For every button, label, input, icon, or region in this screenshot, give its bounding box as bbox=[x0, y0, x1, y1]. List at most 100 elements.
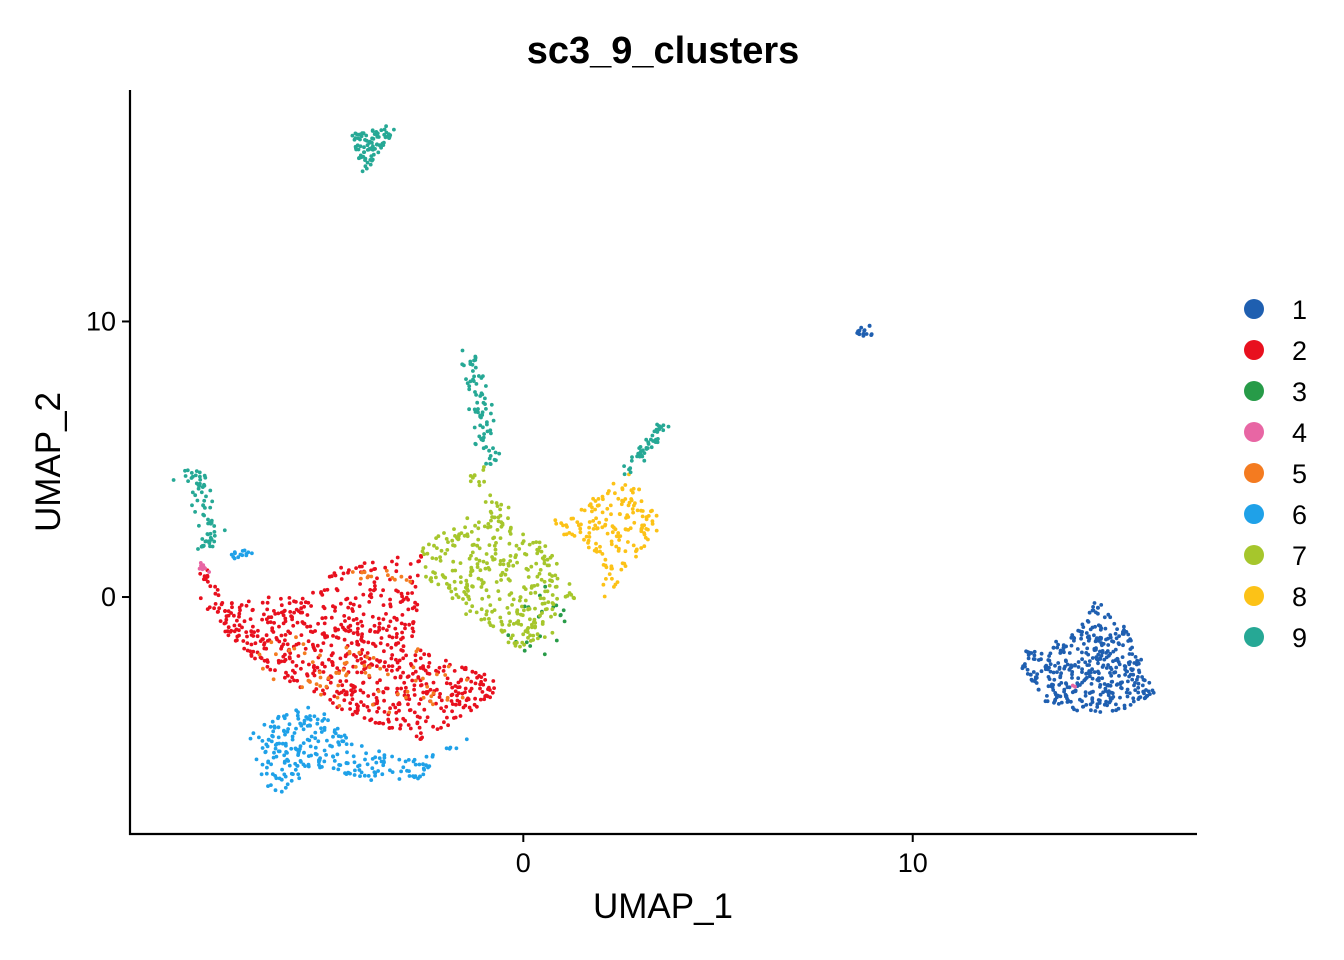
data-point bbox=[345, 750, 349, 755]
data-point bbox=[323, 615, 328, 620]
data-point bbox=[600, 525, 605, 530]
data-point bbox=[515, 611, 520, 616]
data-point bbox=[1086, 652, 1091, 657]
data-point bbox=[446, 664, 451, 669]
data-point bbox=[315, 665, 320, 670]
data-point bbox=[639, 527, 644, 531]
data-point bbox=[1081, 625, 1086, 629]
data-point bbox=[869, 332, 874, 337]
data-point bbox=[421, 690, 426, 695]
data-point bbox=[203, 475, 208, 480]
data-point bbox=[572, 534, 577, 538]
data-point bbox=[435, 546, 439, 550]
data-point bbox=[411, 620, 415, 624]
data-point bbox=[394, 635, 399, 639]
data-point bbox=[318, 684, 323, 688]
data-point bbox=[286, 629, 291, 634]
x-axis-title: UMAP_1 bbox=[593, 887, 733, 926]
data-point bbox=[322, 691, 327, 696]
data-point bbox=[361, 680, 366, 685]
data-point bbox=[365, 651, 370, 655]
data-point bbox=[629, 488, 634, 493]
data-point bbox=[524, 552, 529, 557]
data-point bbox=[461, 705, 466, 710]
data-point bbox=[1059, 681, 1064, 685]
data-point bbox=[265, 639, 270, 643]
data-point bbox=[207, 605, 212, 610]
data-point bbox=[229, 601, 234, 606]
data-point bbox=[465, 516, 470, 521]
data-point bbox=[424, 574, 428, 579]
data-point bbox=[362, 716, 367, 720]
data-point bbox=[1133, 688, 1138, 692]
data-point bbox=[213, 602, 218, 606]
data-point bbox=[431, 724, 435, 729]
data-point bbox=[329, 574, 334, 579]
data-point bbox=[390, 754, 394, 759]
data-point bbox=[287, 596, 292, 600]
y-tick-label: 10 bbox=[86, 306, 116, 336]
data-point bbox=[432, 543, 436, 548]
data-point bbox=[329, 653, 334, 658]
data-point bbox=[601, 497, 605, 502]
data-point bbox=[1062, 650, 1066, 655]
data-point bbox=[601, 563, 606, 567]
data-point bbox=[368, 718, 372, 723]
data-point bbox=[483, 678, 488, 682]
data-point bbox=[554, 561, 559, 566]
data-point bbox=[269, 783, 273, 787]
data-point bbox=[528, 639, 533, 643]
data-point bbox=[450, 538, 455, 543]
data-point bbox=[515, 560, 519, 565]
data-point bbox=[375, 709, 379, 714]
data-point bbox=[1098, 692, 1103, 697]
data-point bbox=[193, 473, 198, 478]
data-point bbox=[1061, 645, 1066, 650]
data-point bbox=[494, 580, 499, 584]
data-point bbox=[292, 731, 297, 735]
data-point bbox=[381, 626, 385, 631]
data-point bbox=[1094, 647, 1098, 652]
data-point bbox=[189, 471, 194, 475]
data-point bbox=[495, 504, 500, 508]
data-point bbox=[386, 672, 390, 677]
data-point bbox=[1106, 693, 1111, 698]
data-point bbox=[499, 573, 503, 578]
data-point bbox=[218, 619, 223, 623]
data-point bbox=[604, 565, 609, 570]
data-point bbox=[542, 635, 547, 639]
data-point bbox=[381, 690, 386, 695]
data-point bbox=[473, 441, 478, 446]
data-point bbox=[216, 609, 221, 614]
data-point bbox=[332, 694, 337, 699]
data-point bbox=[418, 656, 423, 661]
data-point bbox=[1131, 699, 1136, 704]
data-point bbox=[312, 714, 317, 719]
data-point bbox=[1055, 670, 1059, 674]
data-point bbox=[1051, 670, 1056, 675]
data-point bbox=[512, 641, 517, 646]
data-point bbox=[1141, 677, 1146, 682]
data-point bbox=[324, 753, 328, 757]
data-point bbox=[412, 687, 416, 692]
data-point bbox=[397, 702, 402, 706]
data-point bbox=[265, 600, 270, 605]
data-point bbox=[381, 603, 386, 607]
data-point bbox=[314, 687, 319, 691]
legend-swatch bbox=[1244, 463, 1264, 483]
data-point bbox=[450, 702, 455, 706]
data-point bbox=[484, 588, 489, 593]
data-point bbox=[528, 591, 533, 596]
data-point bbox=[1055, 645, 1060, 650]
data-point bbox=[283, 741, 288, 746]
data-point bbox=[465, 586, 469, 591]
data-point bbox=[331, 766, 336, 771]
data-point bbox=[351, 685, 356, 690]
data-point bbox=[322, 588, 327, 592]
data-point bbox=[637, 487, 641, 492]
data-point bbox=[467, 407, 471, 412]
data-point bbox=[510, 603, 514, 607]
data-point bbox=[348, 771, 352, 776]
data-point bbox=[429, 694, 434, 699]
data-point bbox=[601, 582, 606, 587]
